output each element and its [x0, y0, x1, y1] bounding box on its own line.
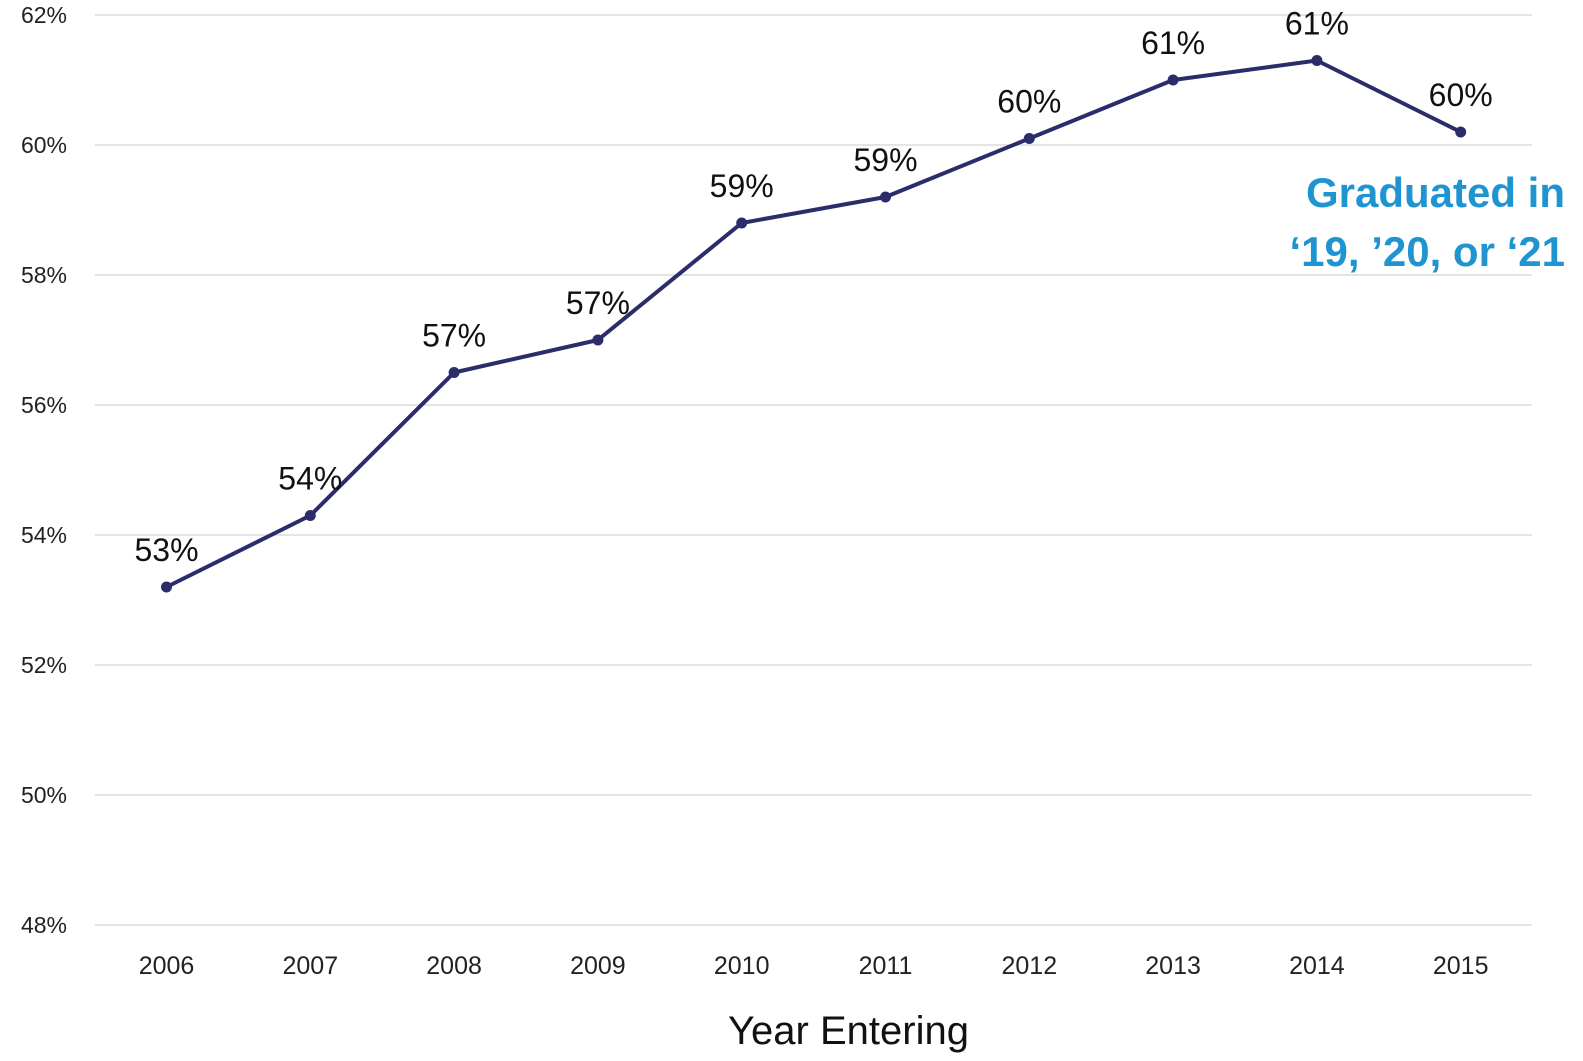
x-tick-label: 2012 — [1001, 952, 1057, 980]
annotation-line: ‘19, ’20, or ‘21 — [1289, 228, 1565, 275]
data-point — [1311, 55, 1323, 66]
data-point — [1167, 74, 1179, 86]
data-point — [736, 217, 748, 229]
data-label: 57% — [422, 318, 486, 354]
data-label: 57% — [566, 285, 630, 321]
x-tick-label: 2011 — [859, 952, 913, 980]
x-tick-label: 2014 — [1289, 952, 1345, 980]
x-tick-label: 2015 — [1433, 952, 1489, 980]
annotation-line: Graduated in — [1306, 169, 1565, 216]
data-labels: 53% 54% 57% 57% 59% 59% 60% 61% 61% 60% — [134, 6, 1492, 569]
x-tick-label: 2006 — [139, 952, 195, 980]
gridlines — [95, 14, 1532, 926]
y-tick-label: 58% — [21, 262, 67, 288]
data-point — [448, 367, 460, 378]
data-point — [880, 191, 891, 203]
data-point — [1455, 126, 1467, 138]
data-label: 60% — [997, 84, 1061, 120]
y-tick-label: 60% — [21, 132, 67, 158]
annotation: Graduated in ‘19, ’20, or ‘21 — [1289, 169, 1565, 275]
x-tick-label: 2013 — [1145, 952, 1201, 980]
y-tick-label: 50% — [21, 782, 67, 808]
x-tick-label: 2008 — [426, 952, 482, 980]
data-label: 53% — [134, 532, 198, 568]
x-tick-label: 2009 — [570, 952, 626, 980]
x-axis-title: Year Entering — [728, 1009, 969, 1053]
data-point — [161, 581, 172, 593]
x-tick-label: 2010 — [714, 952, 770, 980]
data-point — [304, 510, 316, 521]
y-tick-label: 48% — [21, 912, 67, 938]
data-label: 59% — [853, 142, 917, 178]
series-line — [164, 58, 1463, 589]
y-tick-label: 56% — [21, 392, 67, 418]
data-point — [1023, 133, 1035, 144]
y-tick-label: 62% — [21, 2, 67, 28]
y-tick-label: 54% — [21, 522, 67, 548]
data-label: 59% — [710, 168, 774, 204]
x-tick-label: 2007 — [282, 952, 338, 980]
x-axis-tick-labels: 2006 2007 2008 2009 2010 2011 2012 2013 2014 2015 — [139, 952, 1489, 980]
data-label: 61% — [1141, 25, 1205, 61]
y-axis-tick-labels: 48% 50% 52% 54% 56% 58% 60% 62% — [21, 2, 67, 938]
data-point — [592, 334, 604, 346]
data-label: 60% — [1429, 77, 1493, 113]
data-label: 54% — [278, 461, 342, 497]
series-layer — [161, 55, 1467, 593]
data-label: 61% — [1285, 6, 1349, 42]
y-tick-label: 52% — [21, 652, 67, 678]
